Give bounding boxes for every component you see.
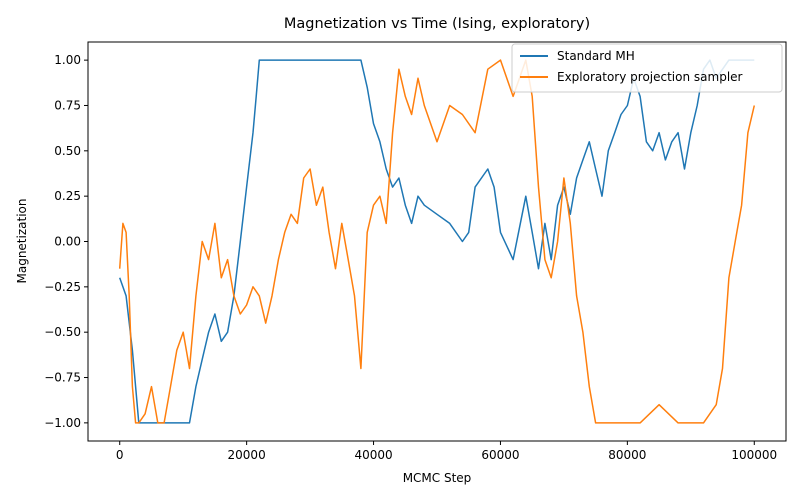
x-tick-label: 60000 — [481, 448, 519, 462]
y-tick-label: −1.00 — [44, 416, 81, 430]
x-tick-label: 100000 — [731, 448, 777, 462]
y-tick-label: 0.75 — [54, 98, 81, 112]
x-axis-label: MCMC Step — [403, 471, 472, 485]
y-tick-label: 0.25 — [54, 189, 81, 203]
x-tick-label: 80000 — [608, 448, 646, 462]
legend: Standard MH Exploratory projection sampl… — [511, 43, 783, 93]
series-line-0 — [118, 59, 755, 424]
legend-label-standard-mh: Standard MH — [557, 49, 635, 63]
y-tick-label: −0.75 — [44, 371, 81, 385]
x-tick-label: 20000 — [228, 448, 266, 462]
y-tick-label: 1.00 — [54, 53, 81, 67]
legend-label-exploratory: Exploratory projection sampler — [557, 70, 743, 84]
y-axis-ticks: −1.00 −0.75 −0.50 −0.25 0.00 0.25 0.50 0.75 1.00 — [44, 53, 88, 430]
series-line-1 — [118, 59, 756, 424]
plot-content — [118, 59, 756, 424]
x-tick-label: 0 — [116, 448, 124, 462]
y-tick-label: 0.50 — [54, 144, 81, 158]
legend-box — [511, 43, 783, 93]
y-tick-label: 0.00 — [54, 235, 81, 249]
y-tick-label: −0.50 — [44, 325, 81, 339]
chart-title: Magnetization vs Time (Ising, explorator… — [284, 16, 590, 32]
x-tick-label: 40000 — [354, 448, 392, 462]
y-axis-label: Magnetization — [15, 199, 29, 284]
x-axis-ticks: 0 20000 40000 60000 80000 100000 — [116, 441, 777, 462]
y-tick-label: −0.25 — [44, 280, 81, 294]
